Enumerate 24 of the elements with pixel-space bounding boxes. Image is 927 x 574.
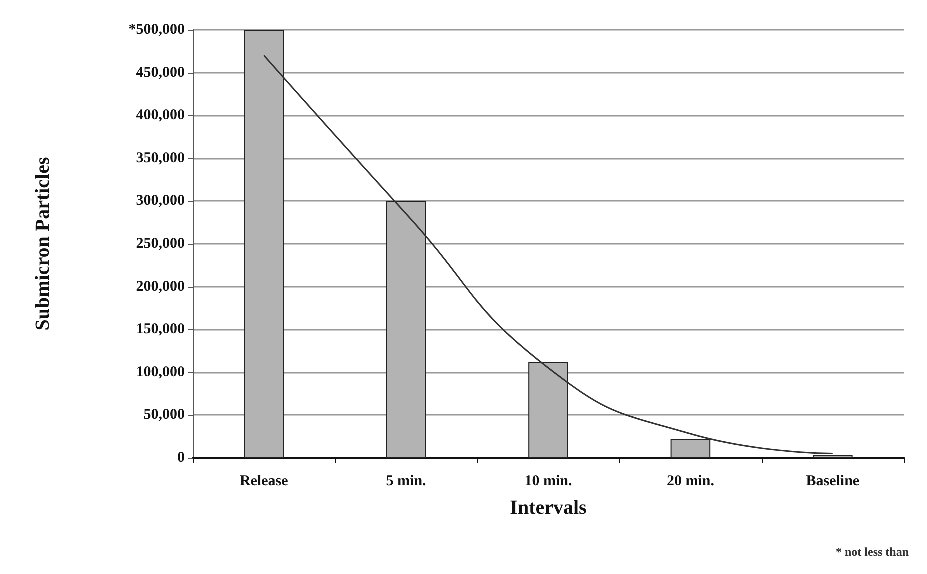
- y-tick-label: 400,000: [136, 108, 185, 124]
- y-tick-label: 200,000: [136, 278, 185, 295]
- bar: [528, 362, 568, 458]
- line-series: [263, 54, 834, 454]
- text: * not less than: [836, 545, 910, 559]
- y-axis-title: Submicron Particles: [32, 157, 54, 331]
- y-tick-label: 50,000: [144, 407, 185, 424]
- x-tick-label: Baseline: [806, 474, 860, 490]
- bar: [670, 439, 711, 458]
- x-tick-label: 5 min.: [386, 474, 427, 490]
- bar: [386, 201, 426, 458]
- y-tick-label: *500,000: [128, 22, 185, 38]
- y-tick-label: 150,000: [136, 322, 185, 338]
- y-tick-label: 300,000: [136, 193, 185, 210]
- y-tick-label: 350,000: [136, 150, 185, 166]
- x-axis-title: Intervals: [510, 497, 588, 519]
- y-tick-label: 450,000: [136, 64, 185, 81]
- y-tick-label: 0: [178, 450, 185, 466]
- bar: [244, 30, 284, 458]
- y-tick-label: 100,000: [136, 364, 185, 380]
- x-tick-label: 20 min.: [666, 474, 715, 490]
- x-tick-label: Release: [240, 474, 289, 490]
- x-tick-label: 10 min.: [524, 474, 572, 490]
- y-tick-label: 250,000: [136, 236, 185, 252]
